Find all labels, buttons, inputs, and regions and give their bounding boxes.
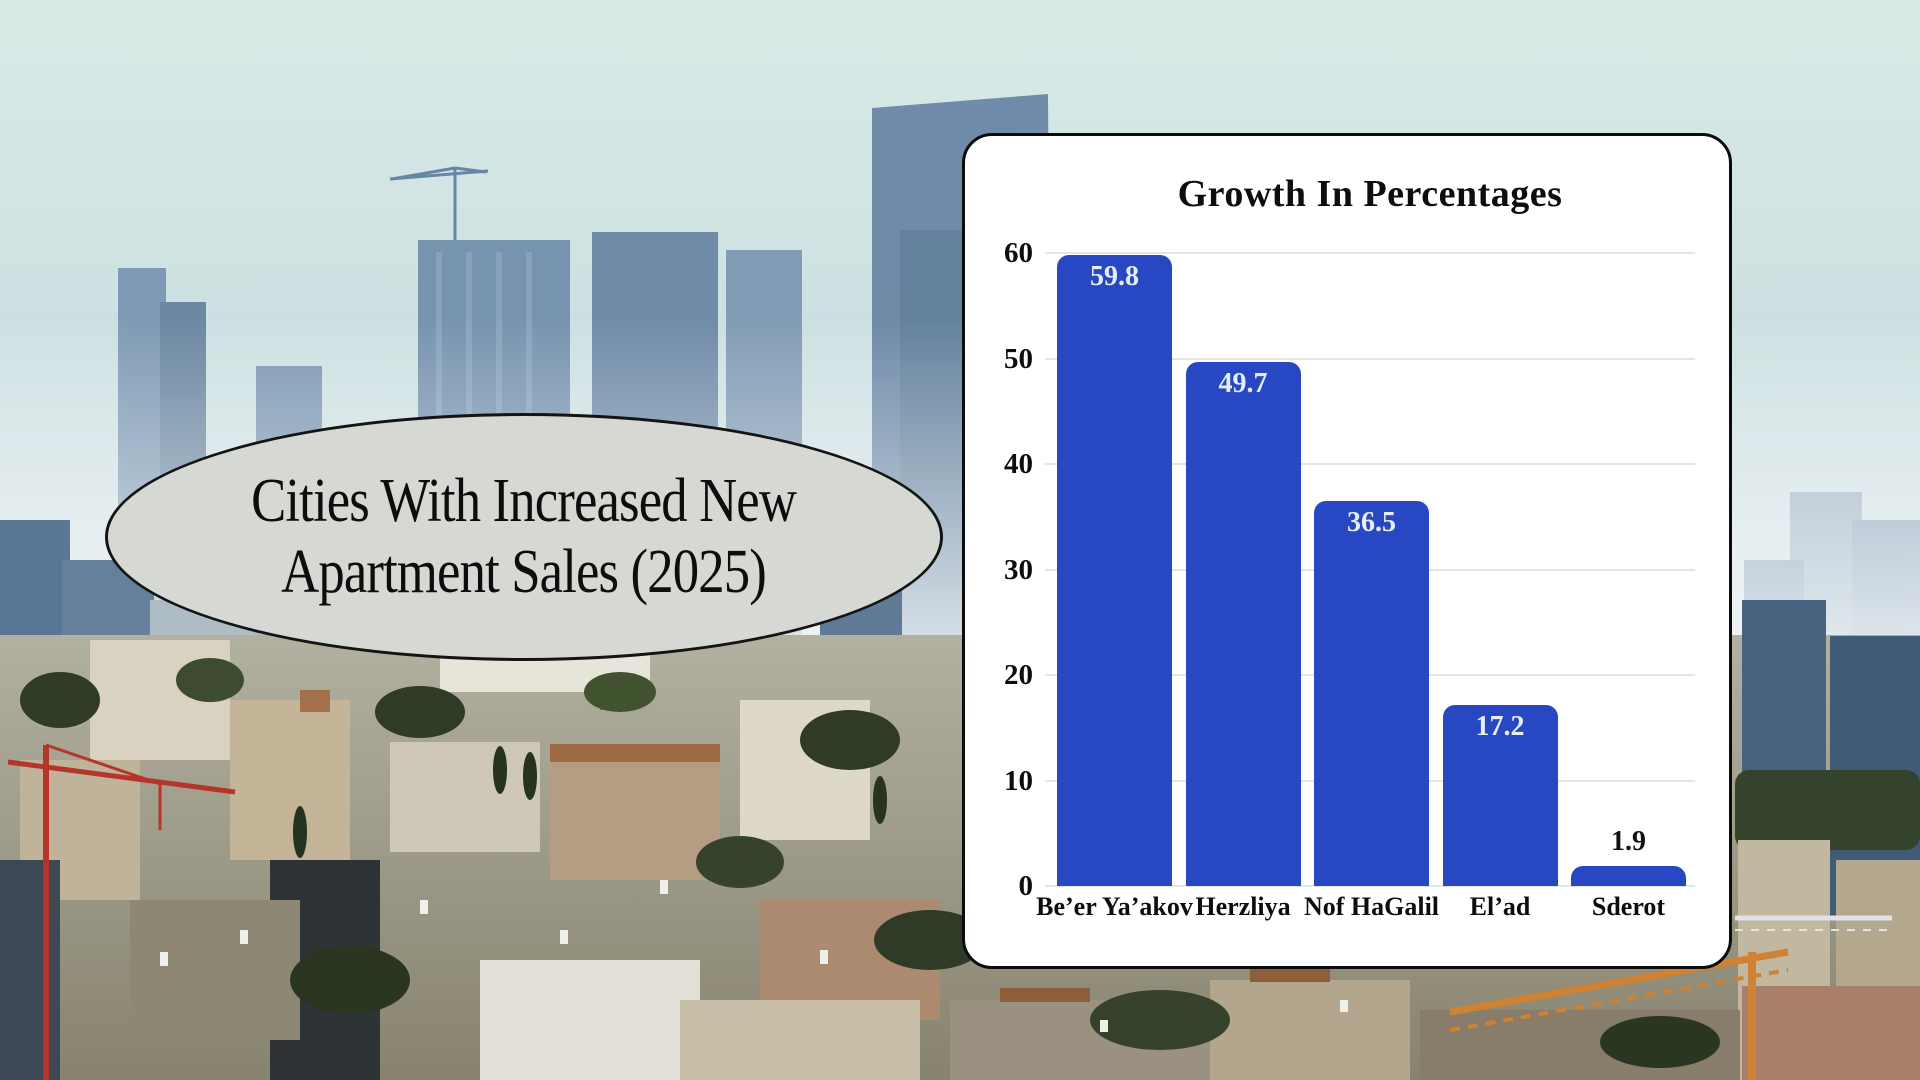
gridline-40	[1045, 463, 1695, 465]
bar-0	[1057, 255, 1172, 886]
y-tick-label-0: 0	[1018, 870, 1034, 902]
bar-2	[1314, 500, 1429, 886]
gridline-60	[1045, 252, 1695, 254]
bar-value-label-4: 1.9	[1611, 825, 1646, 857]
red-crane-icon	[7, 743, 236, 1080]
main-title-ellipse: Cities With Increased New Apartment Sale…	[105, 413, 943, 661]
y-tick-label-20: 20	[1004, 659, 1033, 691]
main-title: Cities With Increased New Apartment Sale…	[251, 466, 798, 608]
bar-1	[1185, 361, 1301, 886]
y-tick-label-40: 40	[1004, 448, 1033, 480]
main-title-line-1: Cities With Increased New	[251, 467, 798, 535]
gridline-50	[1045, 357, 1695, 360]
chart-title: Growth In Percentages	[1177, 173, 1563, 215]
main-title-line-2: Apartment Sales (2025)	[281, 538, 768, 606]
y-tick-label-60: 60	[1004, 237, 1033, 269]
x-category-label-2: Nof HaGalil	[1303, 892, 1440, 921]
bar-value-label-0: 59.8	[1090, 261, 1139, 293]
bar-value-label-3: 17.2	[1475, 710, 1525, 742]
chart-card: Growth In Percentages 0 10 20 30 40 50 60 59.8…	[962, 133, 1732, 969]
construction-crane-icon	[389, 166, 489, 240]
y-axis-labels: 0 10 20 30 40 50 60	[965, 237, 1037, 902]
x-category-label-1: Herzliya	[1195, 892, 1291, 921]
y-tick-label-30: 30	[1004, 553, 1033, 586]
x-category-label-0: Be’er Ya’akov	[1036, 892, 1193, 921]
bar-value-label-2: 36.5	[1347, 506, 1396, 538]
rooftop-dots	[160, 880, 1348, 1032]
bar-4	[1571, 865, 1686, 886]
y-tick-label-10: 10	[1004, 764, 1033, 797]
plot-area: 59.8 49.7 36.5 17.2 1.9	[1045, 252, 1695, 887]
x-category-label-4: Sderot	[1591, 892, 1666, 921]
right-towers	[1735, 600, 1920, 1080]
bar-3	[1442, 704, 1558, 886]
white-crane-icon	[1735, 915, 1892, 931]
x-category-label-3: El’ad	[1469, 892, 1531, 921]
bar-value-label-1: 49.7	[1218, 367, 1268, 399]
orange-crane-icon	[1449, 948, 1789, 1080]
trees	[20, 658, 1720, 1068]
y-tick-label-50: 50	[1004, 342, 1033, 375]
gridline-0	[1045, 885, 1695, 887]
x-axis-labels: Be’er Ya’akov Herzliya Nof HaGalil El’ad Sde…	[1036, 892, 1695, 936]
